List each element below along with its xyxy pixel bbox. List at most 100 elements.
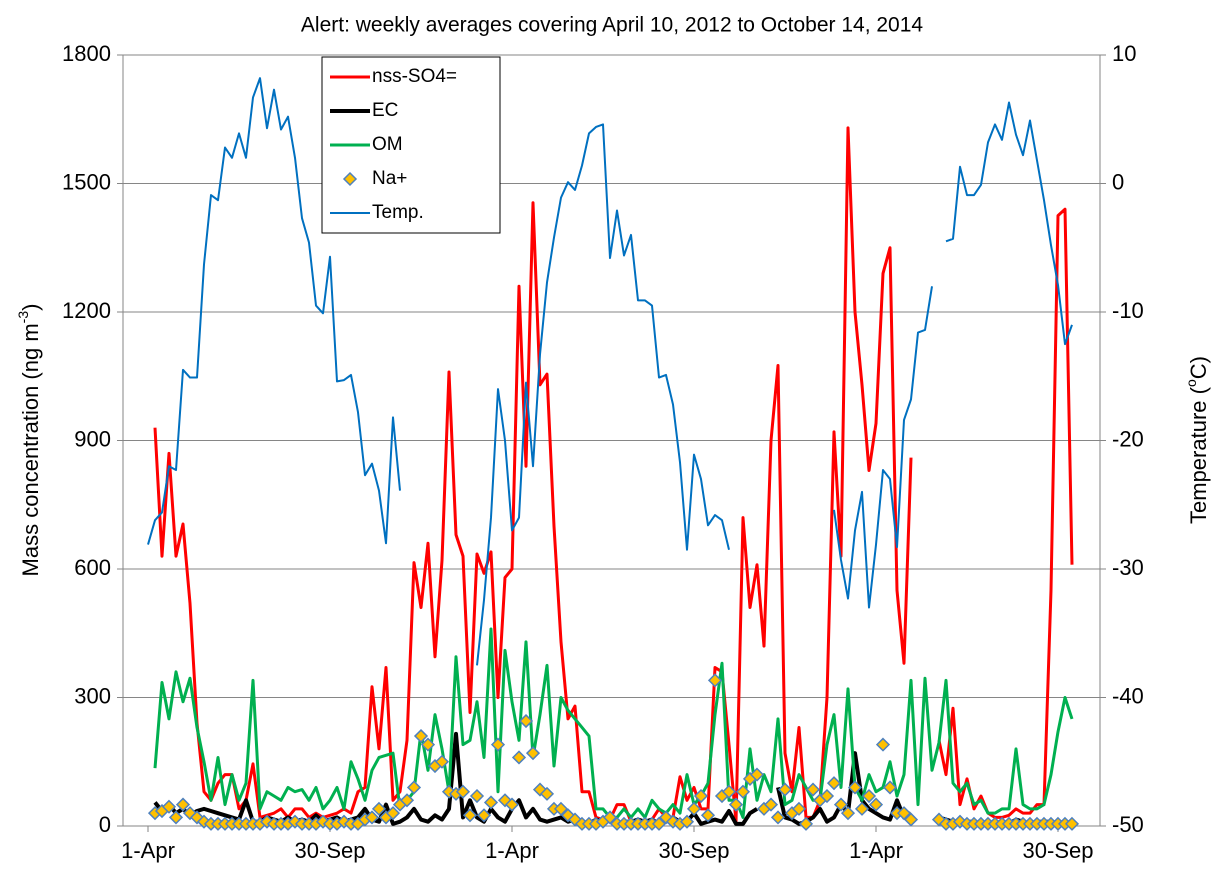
y-tick-label: 1800 bbox=[62, 41, 111, 66]
series-marker bbox=[763, 797, 779, 812]
y2-tick-label: -10 bbox=[1112, 298, 1144, 323]
series-marker bbox=[826, 776, 842, 791]
legend-label: Na+ bbox=[372, 168, 407, 189]
series-marker bbox=[469, 788, 485, 804]
y2-tick-label: -30 bbox=[1112, 555, 1144, 580]
legend-label: OM bbox=[372, 134, 403, 155]
series-marker bbox=[602, 810, 618, 825]
series-marker bbox=[364, 810, 380, 825]
series-line bbox=[153, 126, 1074, 824]
y2-tick-label: 0 bbox=[1112, 169, 1124, 194]
series-marker bbox=[406, 780, 422, 795]
series-marker bbox=[896, 806, 912, 821]
series-marker bbox=[840, 806, 856, 821]
y-tick-label: 1200 bbox=[62, 298, 111, 323]
series-marker bbox=[504, 797, 520, 812]
x-tick-label: 1-Apr bbox=[849, 838, 903, 863]
y-axis-title-text: Mass concentration (ng m bbox=[18, 323, 43, 576]
y-axis-title-sup: -3 bbox=[15, 311, 31, 324]
y-axis-title-end: ) bbox=[18, 304, 43, 311]
series-marker bbox=[196, 814, 212, 829]
series-marker bbox=[952, 814, 968, 829]
series-marker bbox=[420, 737, 436, 752]
series-marker bbox=[336, 814, 352, 829]
legend-marker bbox=[342, 171, 358, 187]
series-marker bbox=[511, 750, 527, 765]
series-marker bbox=[287, 814, 303, 829]
series-marker bbox=[868, 797, 884, 812]
series-marker bbox=[805, 782, 821, 797]
series-marker bbox=[665, 814, 681, 829]
series-marker bbox=[483, 795, 499, 810]
series-line bbox=[147, 77, 1073, 666]
series-marker bbox=[777, 782, 793, 797]
series-marker bbox=[462, 808, 478, 823]
series-marker bbox=[749, 767, 765, 782]
legend-label: Temp. bbox=[372, 202, 424, 223]
series-marker bbox=[490, 737, 506, 752]
x-tick-label: 30-Sep bbox=[659, 838, 730, 863]
series-marker bbox=[903, 812, 919, 827]
y2-tick-label: -20 bbox=[1112, 426, 1144, 451]
series-marker bbox=[875, 737, 891, 752]
y-axis-title: Mass concentration (ng m-3) bbox=[15, 304, 43, 577]
series-marker bbox=[539, 786, 555, 801]
series-marker bbox=[847, 780, 863, 795]
chart-title: Alert: weekly averages covering April 10… bbox=[301, 14, 924, 37]
series-marker bbox=[413, 728, 429, 744]
y-tick-label: 600 bbox=[74, 555, 111, 580]
series-marker bbox=[861, 788, 877, 804]
y-tick-label: 300 bbox=[74, 683, 111, 708]
series-marker bbox=[315, 814, 331, 829]
series-marker bbox=[791, 801, 807, 816]
legend-label: nss-SO4= bbox=[372, 66, 457, 87]
series-line bbox=[153, 627, 1074, 819]
series-marker bbox=[399, 793, 415, 808]
series-marker bbox=[560, 808, 576, 823]
legend-label: EC bbox=[372, 100, 398, 121]
series-marker bbox=[553, 801, 569, 816]
y2-axis-title-sup: o bbox=[1183, 379, 1199, 387]
series-marker bbox=[728, 797, 744, 812]
series-marker bbox=[259, 814, 275, 829]
series-marker bbox=[679, 814, 695, 829]
series-marker bbox=[707, 673, 723, 688]
series-marker bbox=[693, 788, 709, 804]
series-marker bbox=[819, 788, 835, 804]
y-tick-label: 0 bbox=[99, 812, 111, 837]
y2-axis-title: Temperature (oC) bbox=[1183, 356, 1211, 524]
series-marker bbox=[735, 784, 751, 799]
series-marker bbox=[168, 810, 184, 825]
series-marker bbox=[518, 713, 534, 729]
series-marker bbox=[833, 797, 849, 812]
x-tick-label: 30-Sep bbox=[295, 838, 366, 863]
y-tick-label: 900 bbox=[74, 426, 111, 451]
y2-axis-title-text: Temperature ( bbox=[1186, 386, 1211, 524]
series-marker bbox=[1064, 816, 1080, 831]
series-marker bbox=[476, 808, 492, 823]
series-marker bbox=[700, 808, 716, 823]
series-marker bbox=[882, 780, 898, 795]
series-marker bbox=[434, 754, 450, 769]
y2-tick-label: -40 bbox=[1112, 683, 1144, 708]
series-marker bbox=[525, 746, 541, 761]
series-marker bbox=[371, 801, 387, 816]
x-tick-label: 30-Sep bbox=[1023, 838, 1094, 863]
series-marker bbox=[854, 801, 870, 816]
series-marker bbox=[175, 797, 191, 812]
y2-axis-title-end: C) bbox=[1186, 356, 1211, 379]
series-marker bbox=[686, 801, 702, 816]
x-tick-label: 1-Apr bbox=[485, 838, 539, 863]
y2-tick-label: -50 bbox=[1112, 812, 1144, 837]
y2-tick-label: 10 bbox=[1112, 41, 1136, 66]
series-marker bbox=[651, 816, 667, 831]
x-tick-label: 1-Apr bbox=[121, 838, 175, 863]
series-marker bbox=[161, 799, 177, 814]
series-marker bbox=[385, 806, 401, 821]
series-marker bbox=[455, 784, 471, 799]
series-marker bbox=[532, 782, 548, 797]
series-marker bbox=[721, 784, 737, 799]
y-tick-label: 1500 bbox=[62, 169, 111, 194]
series-marker bbox=[798, 816, 814, 831]
